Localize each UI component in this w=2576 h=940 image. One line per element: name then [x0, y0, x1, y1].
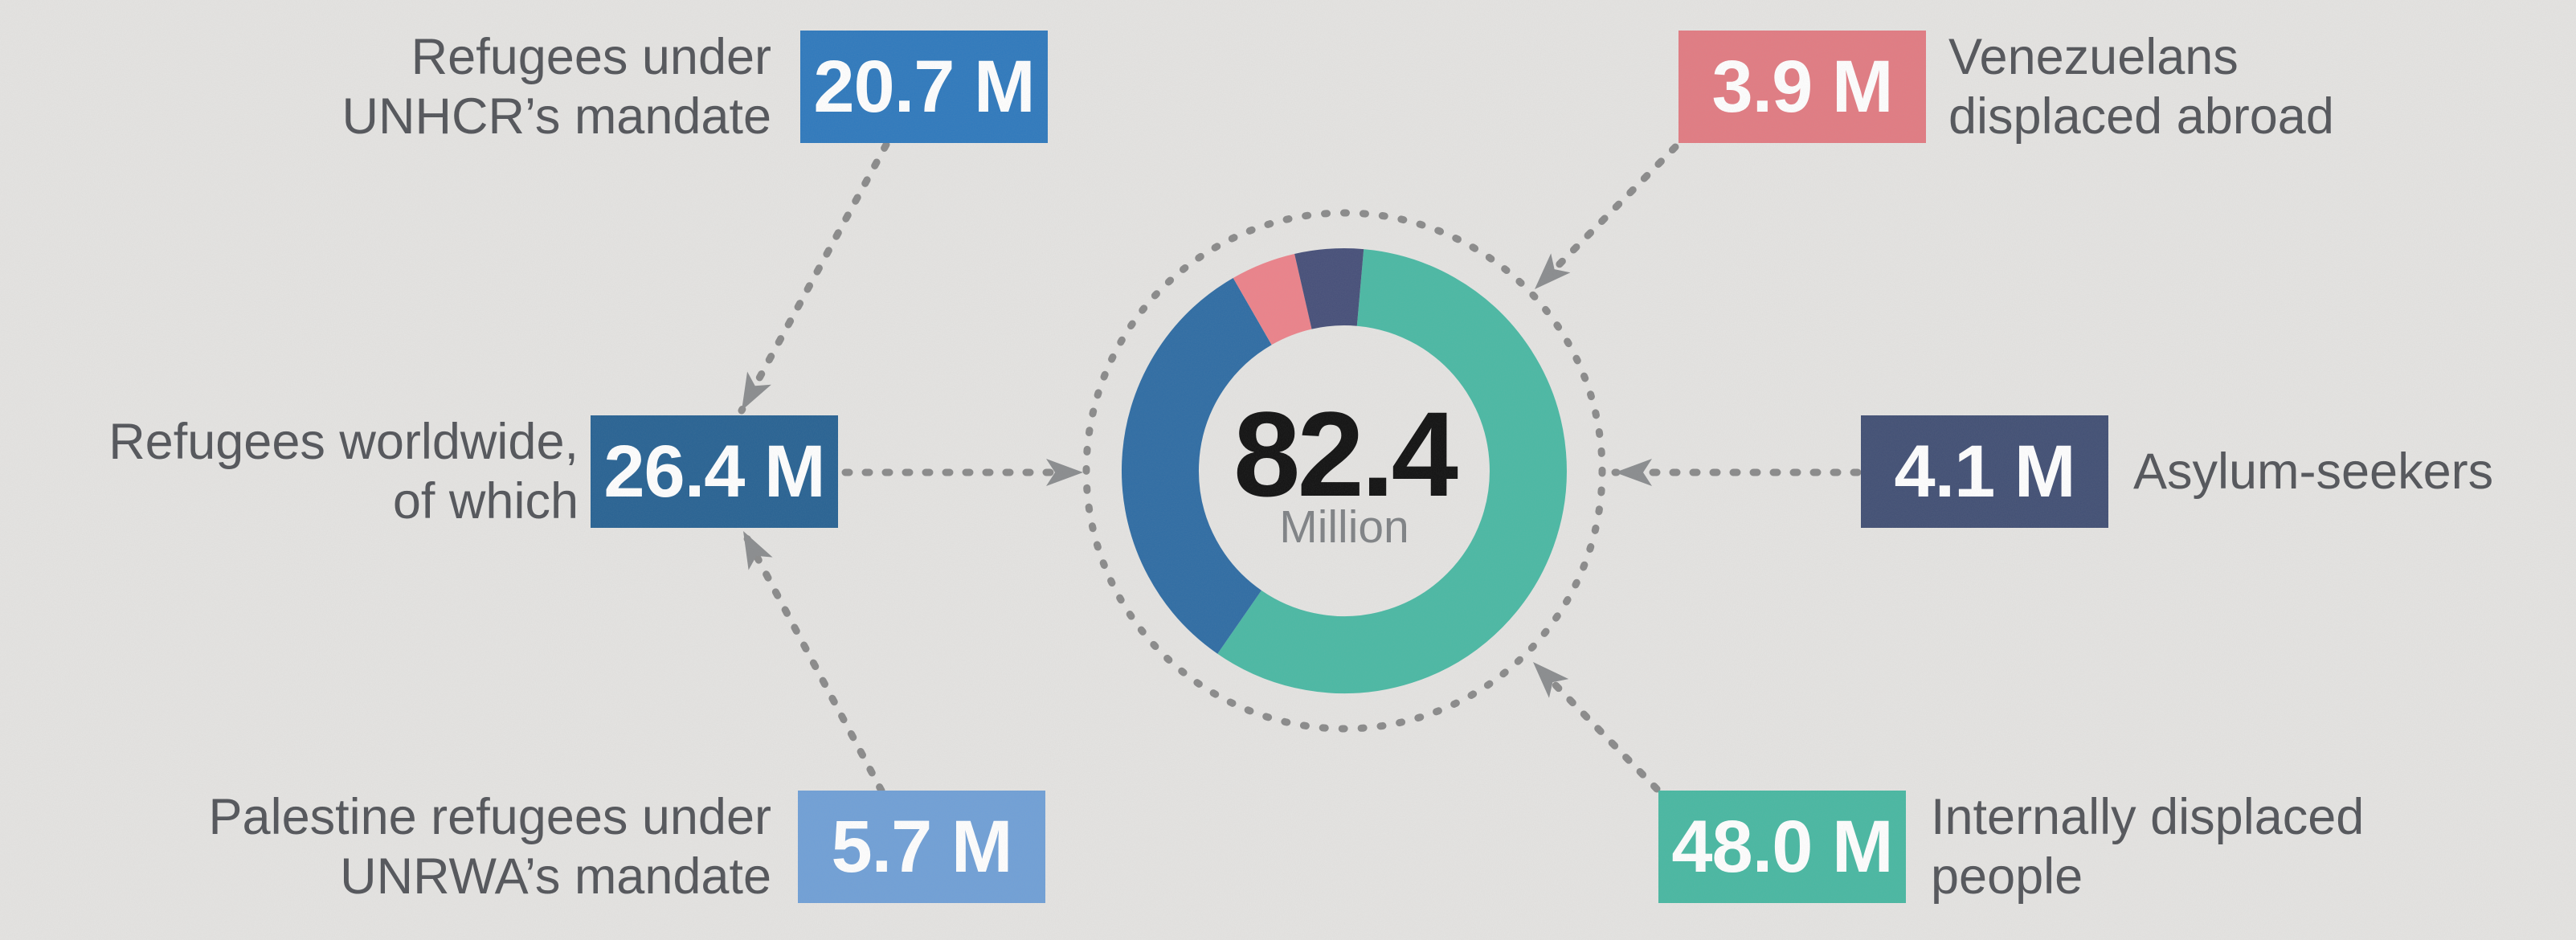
label-idp: Internally displaced people: [1931, 787, 2576, 906]
badge-palestine-unrwa-value: 5.7 M: [831, 805, 1012, 888]
connector-venezuelans-to-chart: [1531, 143, 1679, 293]
donut-center-value: 82.4: [1233, 386, 1458, 521]
badge-idp: 48.0 M: [1658, 791, 1906, 903]
donut-segment-venezuelans: [1233, 254, 1313, 345]
donut-segment-asylum: [1294, 248, 1364, 329]
label-line: Palestine refugees under: [208, 789, 771, 845]
label-line: Refugees worldwide,: [108, 414, 579, 470]
label-refugees-unhcr: Refugees under UNHCR’s mandate: [209, 27, 771, 146]
badge-refugees-unhcr: 20.7 M: [800, 31, 1048, 143]
badge-refugees-worldwide: 26.4 M: [591, 415, 838, 528]
badge-idp-value: 48.0 M: [1671, 805, 1893, 888]
label-asylum-seekers: Asylum-seekers: [2133, 442, 2576, 501]
label-refugees-worldwide: Refugees worldwide, of which: [96, 412, 579, 531]
label-line: Venezuelans: [1948, 29, 2239, 85]
label-line: Refugees under: [411, 29, 771, 85]
label-line: Internally displaced: [1931, 789, 2365, 845]
connector-idp-to-chart: [1529, 658, 1661, 793]
donut-center: 82.4 Million: [1023, 386, 1666, 553]
badge-venezuelans: 3.9 M: [1678, 31, 1926, 143]
label-line: UNHCR’s mandate: [341, 88, 771, 145]
badge-refugees-worldwide-value: 26.4 M: [603, 430, 825, 513]
badge-asylum-seekers: 4.1 M: [1861, 415, 2108, 528]
label-palestine-unrwa: Palestine refugees under UNRWA’s mandate: [161, 787, 771, 906]
donut-center-unit: Million: [1279, 501, 1409, 553]
connector-unrwa-to-worldwide: [739, 527, 885, 795]
label-venezuelans: Venezuelans displaced abroad: [1948, 27, 2576, 146]
label-line: Asylum-seekers: [2133, 443, 2494, 500]
badge-venezuelans-value: 3.9 M: [1711, 45, 1893, 128]
label-line: people: [1931, 848, 2083, 905]
badge-palestine-unrwa: 5.7 M: [798, 791, 1045, 903]
label-line: displaced abroad: [1948, 88, 2334, 145]
badge-refugees-unhcr-value: 20.7 M: [813, 45, 1035, 128]
badge-asylum-seekers-value: 4.1 M: [1894, 430, 2075, 513]
label-line: UNRWA’s mandate: [340, 848, 771, 905]
connector-unhcr-to-worldwide: [738, 141, 890, 415]
label-line: of which: [392, 473, 579, 529]
